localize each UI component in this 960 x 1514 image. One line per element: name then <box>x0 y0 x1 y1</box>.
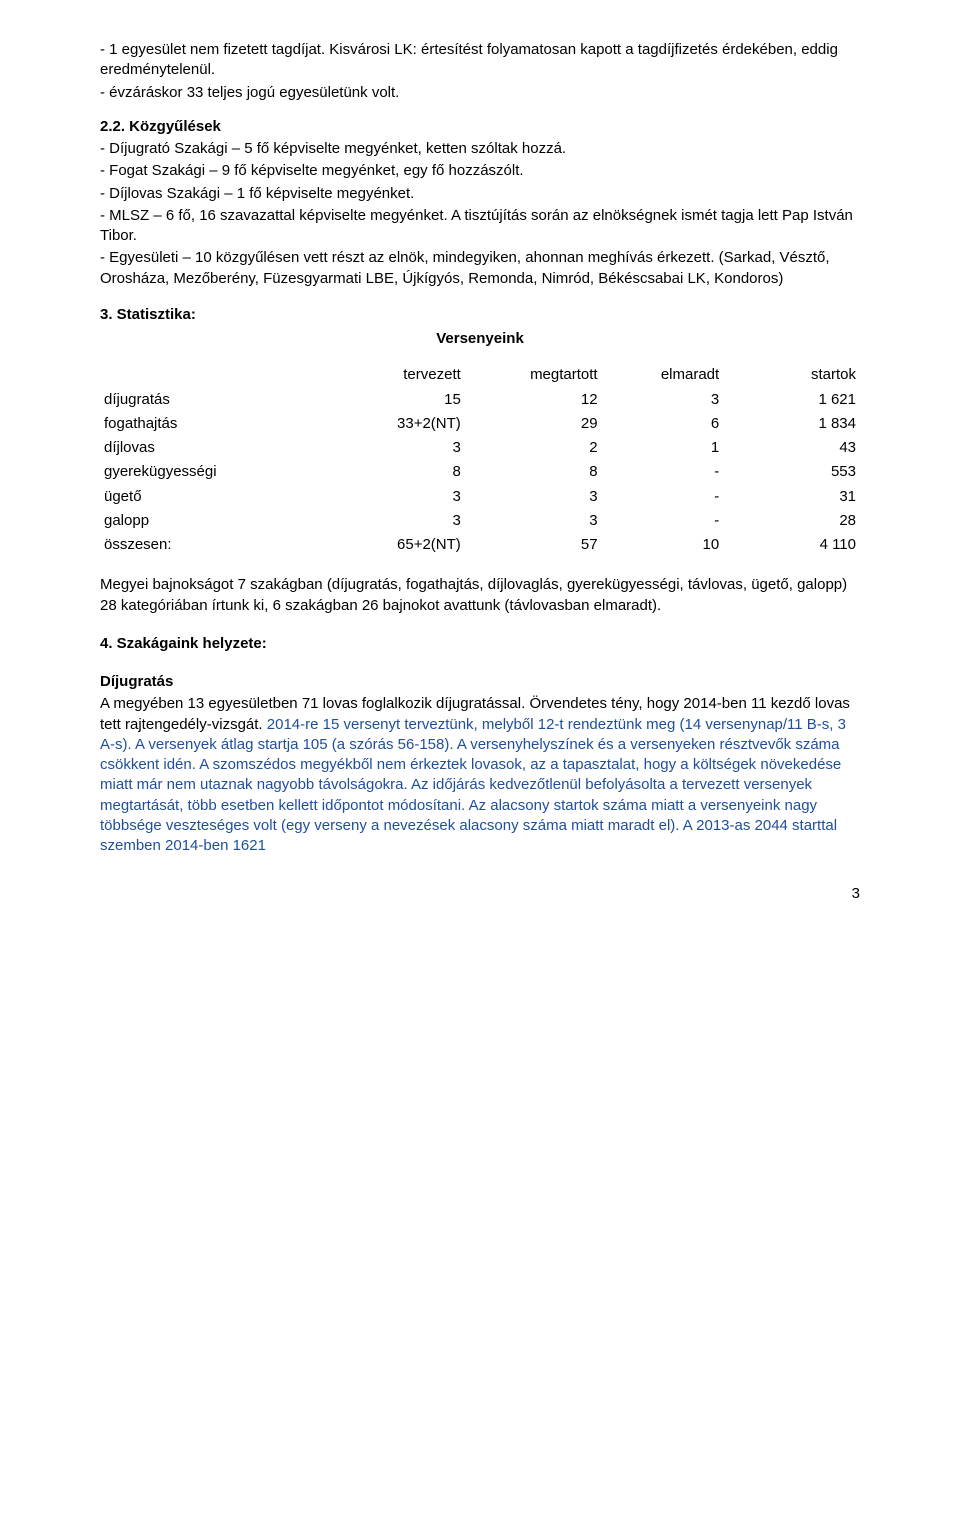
cell: 3 <box>602 388 724 412</box>
cell: - <box>602 509 724 533</box>
table-total-row: összesen: 65+2(NT) 57 10 4 110 <box>100 533 860 557</box>
section2-line-3: - Díjlovas Szakági – 1 fő képviselte meg… <box>100 184 860 204</box>
col-megtartott: megtartott <box>465 363 602 387</box>
cell: fogathajtás <box>100 412 328 436</box>
stats-heading: 3. Statisztika: <box>100 305 860 325</box>
document-page: - 1 egyesület nem fizetett tagdíjat. Kis… <box>50 0 910 947</box>
cell: 33+2(NT) <box>328 412 465 436</box>
cell: 12 <box>465 388 602 412</box>
total-label: összesen: <box>100 533 328 557</box>
total-cell: 57 <box>465 533 602 557</box>
cell: 31 <box>723 485 860 509</box>
cell: 2 <box>465 436 602 460</box>
col-startok: startok <box>723 363 860 387</box>
cell: - <box>602 485 724 509</box>
cell: 3 <box>328 436 465 460</box>
col-elmaradt: elmaradt <box>602 363 724 387</box>
dijugratas-heading: Díjugratás <box>100 672 860 692</box>
dijugratas-body: A megyében 13 egyesületben 71 lovas fogl… <box>100 694 860 856</box>
table-row: díjlovas 3 2 1 43 <box>100 436 860 460</box>
section-1-block: - 1 egyesület nem fizetett tagdíjat. Kis… <box>100 40 860 103</box>
cell: 8 <box>465 460 602 484</box>
total-cell: 4 110 <box>723 533 860 557</box>
stats-header-row: tervezett megtartott elmaradt startok <box>100 363 860 387</box>
cell: díjlovas <box>100 436 328 460</box>
table-row: fogathajtás 33+2(NT) 29 6 1 834 <box>100 412 860 436</box>
cell: 28 <box>723 509 860 533</box>
cell: 1 <box>602 436 724 460</box>
cell: - <box>602 460 724 484</box>
cell: 3 <box>328 509 465 533</box>
cell: 8 <box>328 460 465 484</box>
cell: 553 <box>723 460 860 484</box>
cell: 29 <box>465 412 602 436</box>
cell: 6 <box>602 412 724 436</box>
cell: galopp <box>100 509 328 533</box>
col-tervezett: tervezett <box>328 363 465 387</box>
page-number: 3 <box>100 884 860 904</box>
table-row: ügető 3 3 - 31 <box>100 485 860 509</box>
cell: 3 <box>465 509 602 533</box>
after-table-paragraph: Megyei bajnokságot 7 szakágban (díjugrat… <box>100 575 860 616</box>
cell: 1 834 <box>723 412 860 436</box>
section2-heading: 2.2. Közgyűlések <box>100 117 860 137</box>
section2-block: - Díjugrató Szakági – 5 fő képviselte me… <box>100 139 860 289</box>
stats-subtitle: Versenyeink <box>100 329 860 349</box>
section2-line-2: - Fogat Szakági – 9 fő képviselte megyén… <box>100 161 860 181</box>
table-row: gyerekügyességi 8 8 - 553 <box>100 460 860 484</box>
table-row: díjugratás 15 12 3 1 621 <box>100 388 860 412</box>
cell: ügető <box>100 485 328 509</box>
cell: 3 <box>328 485 465 509</box>
cell: 15 <box>328 388 465 412</box>
section2-line-1: - Díjugrató Szakági – 5 fő képviselte me… <box>100 139 860 159</box>
cell: 1 621 <box>723 388 860 412</box>
table-row: galopp 3 3 - 28 <box>100 509 860 533</box>
dijugratas-body-blue: 2014-re 15 versenyt terveztünk, melyből … <box>100 716 846 855</box>
stats-body: díjugratás 15 12 3 1 621 fogathajtás 33+… <box>100 388 860 558</box>
section2-line-4: - MLSZ – 6 fő, 16 szavazattal képviselte… <box>100 206 860 247</box>
section1-line-2: - évzáráskor 33 teljes jogú egyesületünk… <box>100 83 860 103</box>
cell: 3 <box>465 485 602 509</box>
total-cell: 65+2(NT) <box>328 533 465 557</box>
total-cell: 10 <box>602 533 724 557</box>
section4-heading: 4. Szakágaink helyzete: <box>100 634 860 654</box>
cell: 43 <box>723 436 860 460</box>
dijugratas-block: Díjugratás A megyében 13 egyesületben 71… <box>100 672 860 856</box>
cell: díjugratás <box>100 388 328 412</box>
section2-line-5: - Egyesületi – 10 közgyűlésen vett részt… <box>100 248 860 289</box>
col-empty <box>100 363 328 387</box>
stats-table: tervezett megtartott elmaradt startok dí… <box>100 363 860 557</box>
cell: gyerekügyességi <box>100 460 328 484</box>
section1-line-1: - 1 egyesület nem fizetett tagdíjat. Kis… <box>100 40 860 81</box>
